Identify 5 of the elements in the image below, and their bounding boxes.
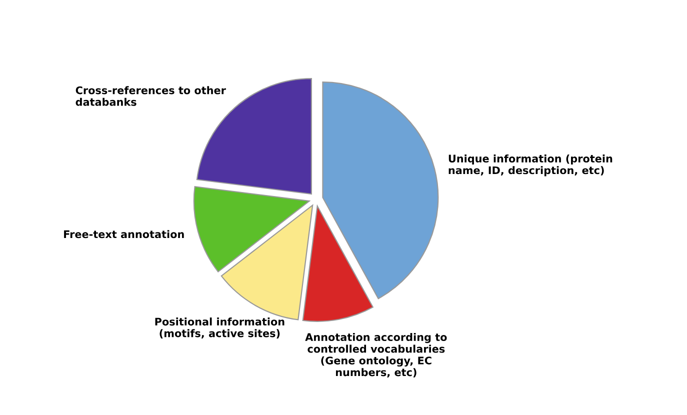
slice-label: Annotation according to controlled vocabularies (Gene ontology, EC numbers, etc) (305, 332, 447, 378)
slice-label: Positional information (motifs, active sites) (155, 318, 284, 339)
slice-label: Unique information (protein name, ID, description, etc) (448, 154, 612, 176)
slice-label: Cross-references to other databanks (76, 86, 226, 106)
slice-label: Free-text annotation (64, 230, 184, 238)
